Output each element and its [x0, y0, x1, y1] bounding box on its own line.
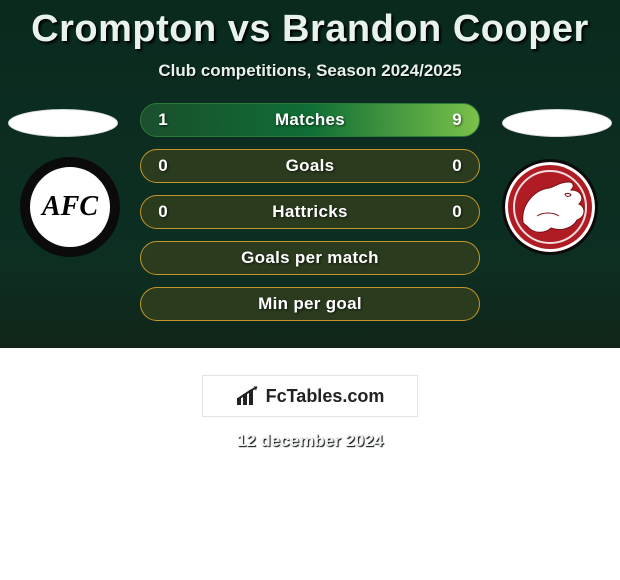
left-crest: AFC [20, 157, 120, 257]
left-crest-badge: AFC [22, 159, 118, 255]
left-crest-monogram: AFC [42, 191, 98, 223]
stat-row-gpm: Goals per match [140, 241, 480, 275]
stat-right-value: 0 [435, 156, 479, 176]
bars-icon [236, 386, 260, 406]
right-shoulder [502, 109, 612, 137]
dragon-icon [515, 176, 591, 240]
stat-rows: 1Matches90Goals00Hattricks0Goals per mat… [140, 103, 480, 321]
stats-arena: AFC 1Matches90Goals00Hattricks0Goals per… [0, 103, 620, 363]
comparison-card: Crompton vs Brandon Cooper Club competit… [0, 0, 620, 580]
stat-label: Matches [185, 110, 435, 130]
stat-label: Goals [185, 156, 435, 176]
stat-label: Hattricks [185, 202, 435, 222]
stat-left-value: 0 [141, 202, 185, 222]
left-shoulder [8, 109, 118, 137]
title: Crompton vs Brandon Cooper [0, 0, 620, 51]
stat-right-value: 9 [435, 110, 479, 130]
stat-row-goals: 0Goals0 [140, 149, 480, 183]
stat-row-mpg: Min per goal [140, 287, 480, 321]
subtitle: Club competitions, Season 2024/2025 [0, 61, 620, 81]
watermark: FcTables.com [202, 375, 418, 417]
right-crest-badge [502, 159, 598, 255]
stat-label: Goals per match [185, 248, 435, 268]
watermark-text: FcTables.com [266, 386, 385, 407]
stat-left-value: 0 [141, 156, 185, 176]
stat-row-hattricks: 0Hattricks0 [140, 195, 480, 229]
stat-left-value: 1 [141, 110, 185, 130]
stat-right-value: 0 [435, 202, 479, 222]
stat-label: Min per goal [185, 294, 435, 314]
right-crest [500, 157, 600, 257]
stat-row-matches: 1Matches9 [140, 103, 480, 137]
date: 12 december 2024 [0, 431, 620, 451]
